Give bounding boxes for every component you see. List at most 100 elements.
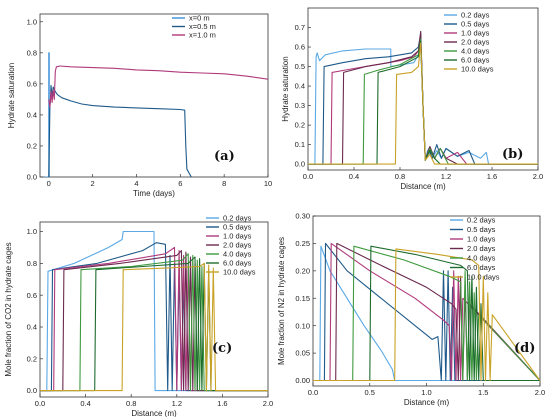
series-line — [313, 245, 540, 382]
legend-label: 0.2 days — [223, 214, 252, 223]
series-line — [313, 245, 540, 382]
series-line — [48, 84, 192, 177]
series-line — [313, 242, 540, 382]
y-tick-label: 0.0 — [295, 160, 305, 169]
series-line — [40, 262, 268, 392]
panel-0: 0 2 4 6 8 10 0.0 0.2 0.4 0.6 0.8 1.0 Time (days) Hydr… — [7, 13, 272, 198]
plot-frame — [312, 215, 541, 387]
panel-1: 0.0 0.4 0.8 1.2 1.6 2.0 0.0 0.1 0.2 0.3 0.4 0.5 0.6 0… — [281, 7, 543, 191]
legend-label: 1.0 days — [223, 232, 252, 241]
x-tick-label: 2.0 — [533, 172, 543, 181]
x-tick-label: 1.5 — [478, 388, 488, 397]
y-tick-label: 0.00 — [295, 376, 310, 385]
x-tick-label: 0.4 — [349, 172, 359, 181]
y-tick-label: 0.6 — [295, 43, 305, 52]
series-line — [40, 246, 268, 392]
x-tick-label: 1.6 — [487, 172, 497, 181]
plot-frame — [39, 221, 269, 398]
y-tick-label: 0.3 — [295, 101, 305, 110]
y-tick-label: 0.20 — [295, 266, 310, 275]
x-tick-label: 0.4 — [80, 399, 90, 408]
legend-label: 4.0 days — [461, 47, 490, 56]
x-tick-label: 4 — [134, 179, 138, 188]
legend-label: x=0 m — [189, 14, 210, 23]
y-tick-label: 0.1 — [295, 140, 305, 149]
y-tick-label: 0.4 — [27, 111, 37, 120]
y-tick-label: 0.5 — [295, 62, 305, 71]
x-tick-label: 2.0 — [535, 388, 545, 397]
legend-label: 2.0 days — [461, 38, 490, 47]
x-tick-label: 1.2 — [172, 399, 182, 408]
x-tick-label: 8 — [222, 179, 226, 188]
legend-label: 0.2 days — [461, 11, 490, 20]
series-line — [40, 230, 268, 392]
y-tick-label: 0.30 — [295, 212, 310, 221]
plot-frame — [39, 13, 269, 178]
x-tick-label: 0.5 — [365, 388, 375, 397]
x-tick-label: 2 — [91, 179, 95, 188]
legend-label: x=1.0 m — [189, 31, 216, 40]
y-tick-label: 0.4 — [295, 82, 305, 91]
x-axis-label: Time (days) — [133, 189, 175, 198]
legend-label: 1.0 days — [461, 29, 490, 38]
x-tick-label: 0.0 — [303, 172, 313, 181]
x-tick-label: 0 — [47, 179, 51, 188]
series-line — [48, 65, 268, 108]
y-tick-label: 0.0 — [27, 386, 37, 395]
legend-label: 6.0 days — [223, 259, 252, 268]
series-line — [313, 245, 540, 382]
x-axis-label: Distance (m) — [131, 409, 177, 417]
legend-label: 4.0 days — [467, 254, 496, 263]
y-tick-label: 0.05 — [295, 349, 310, 358]
legend-label: 0.5 days — [461, 20, 490, 29]
x-tick-label: 2.0 — [263, 399, 273, 408]
series-line — [40, 253, 268, 392]
legend-label: 2.0 days — [223, 241, 252, 250]
x-axis-label: Distance (m) — [404, 398, 450, 407]
x-tick-label: 1.6 — [217, 399, 227, 408]
panel-3: 0.0 0.5 1.0 1.5 2.0 0.00 0.05 0.10 0.15 0.20 0.25 0… — [277, 212, 545, 407]
y-tick-label: 0.0 — [27, 173, 37, 182]
y-tick-label: 0.2 — [27, 142, 37, 151]
legend-label: 10.0 days — [461, 65, 494, 74]
x-tick-label: 10 — [264, 179, 272, 188]
x-tick-label: 1.2 — [441, 172, 451, 181]
y-tick-label: 1.0 — [27, 17, 37, 26]
series-line — [313, 242, 540, 382]
legend-label: x=0.5 m — [189, 22, 216, 31]
y-axis-label: Mole fraction of N2 in hydrate cages — [277, 237, 286, 365]
y-axis-label: Hydrate saturation — [7, 63, 16, 128]
y-tick-label: 0.2 — [295, 121, 305, 130]
legend-label: 0.2 days — [467, 216, 496, 225]
x-tick-label: 0.0 — [308, 388, 318, 397]
x-axis-label: Distance (m) — [400, 182, 446, 191]
panel-label: (a) — [214, 149, 235, 164]
x-tick-label: 0.8 — [395, 172, 405, 181]
series-line — [313, 242, 540, 382]
legend-label: 2.0 days — [467, 244, 496, 253]
y-tick-label: 0.6 — [27, 79, 37, 88]
x-tick-label: 0.0 — [35, 399, 45, 408]
panel-label: (b) — [502, 147, 523, 162]
plot-frame — [307, 7, 539, 171]
legend-label: 1.0 days — [467, 235, 496, 244]
legend-label: 6.0 days — [461, 56, 490, 65]
y-axis-label: Hydrate saturation — [281, 56, 290, 121]
x-tick-label: 6 — [178, 179, 182, 188]
legend-label: 0.5 days — [467, 225, 496, 234]
legend-label: 10.0 days — [467, 273, 500, 282]
y-tick-label: 0.4 — [27, 323, 37, 332]
x-tick-label: 0.8 — [126, 399, 136, 408]
panel-2: 0.0 0.4 0.8 1.2 1.6 2.0 0.0 0.2 0.4 0.6 0.8 1.0 Dist… — [4, 214, 273, 417]
legend-label: 10.0 days — [223, 268, 256, 277]
legend-label: 0.5 days — [223, 223, 252, 232]
series-line — [44, 52, 50, 177]
y-tick-label: 0.10 — [295, 321, 310, 330]
y-tick-label: 0.6 — [27, 291, 37, 300]
series-line — [40, 250, 268, 392]
panel-label: (d) — [514, 341, 535, 356]
y-tick-label: 0.8 — [27, 48, 37, 57]
series-line — [313, 248, 540, 382]
y-tick-label: 0.25 — [295, 239, 310, 248]
